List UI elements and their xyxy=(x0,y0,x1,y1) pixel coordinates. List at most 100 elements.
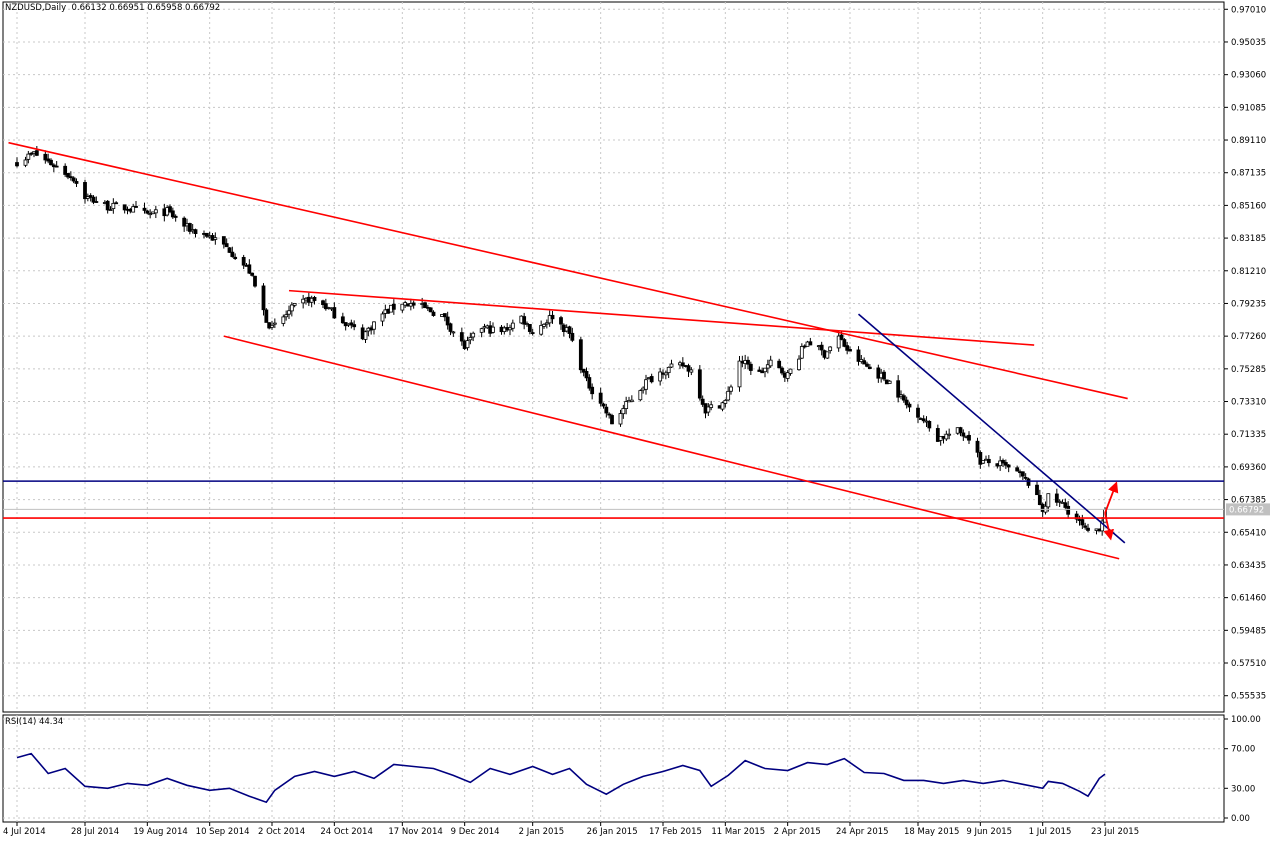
y-tick-label: 0.67385 xyxy=(1231,496,1266,506)
candle xyxy=(856,346,861,366)
candle-body xyxy=(590,386,595,395)
candle xyxy=(54,161,59,168)
candle xyxy=(323,298,328,311)
candle xyxy=(508,324,512,336)
candle xyxy=(785,369,790,382)
candle xyxy=(459,327,464,346)
candle xyxy=(689,367,694,376)
candle xyxy=(604,403,609,418)
candle xyxy=(978,450,983,469)
candle-body xyxy=(74,181,79,184)
candle xyxy=(1100,516,1105,536)
candle-body xyxy=(114,202,119,205)
candle xyxy=(363,330,368,344)
candle-body xyxy=(284,314,289,318)
last-price-tag-label: 0.66792 xyxy=(1229,505,1264,515)
candle xyxy=(1063,498,1068,511)
candle xyxy=(284,310,289,321)
candle xyxy=(272,318,277,329)
candle xyxy=(825,351,830,359)
candle-body xyxy=(193,229,198,235)
candle-body xyxy=(332,307,337,319)
candle xyxy=(445,311,450,330)
candle-body xyxy=(825,351,830,359)
candle-body xyxy=(836,335,841,349)
candle xyxy=(170,207,175,219)
candle xyxy=(111,198,116,214)
candle-body xyxy=(723,400,728,404)
y-tick-label: 0.79235 xyxy=(1231,299,1266,309)
candle-body xyxy=(1015,467,1020,472)
candle xyxy=(253,275,257,288)
candle-body xyxy=(799,346,804,359)
red-trendline xyxy=(288,289,1035,346)
candle-body xyxy=(763,367,767,373)
candle xyxy=(465,336,470,351)
x-tick-label: 18 May 2015 xyxy=(904,827,959,837)
candle xyxy=(43,150,48,164)
candle xyxy=(567,325,572,339)
candle-body xyxy=(510,322,515,329)
candle xyxy=(182,216,187,232)
x-tick-label: 2 Jan 2015 xyxy=(519,827,565,837)
candle xyxy=(1001,458,1005,467)
candle xyxy=(726,386,731,402)
candle-body xyxy=(491,326,495,333)
candle xyxy=(68,171,73,181)
y-tick-label: 0.93060 xyxy=(1231,71,1266,81)
candle-body xyxy=(108,209,113,211)
candle-body xyxy=(29,152,34,155)
candle xyxy=(587,374,592,391)
candle-body xyxy=(1100,520,1105,532)
candle xyxy=(527,323,532,335)
candle-body xyxy=(697,369,702,399)
candle xyxy=(601,402,606,409)
candle xyxy=(1066,501,1071,519)
candle xyxy=(618,409,623,427)
y-tick-label: 0.61460 xyxy=(1231,594,1266,604)
candle xyxy=(168,204,172,214)
candle-body xyxy=(547,315,552,324)
candle xyxy=(865,361,869,368)
candle-body xyxy=(1046,493,1051,508)
candle-body xyxy=(921,418,926,422)
candle xyxy=(471,331,476,342)
candle-body xyxy=(68,176,73,179)
arrow-down xyxy=(1103,512,1114,541)
candle-body xyxy=(289,304,294,312)
candle xyxy=(958,426,963,437)
x-tick-label: 26 Jan 2015 xyxy=(587,827,638,837)
x-tick-label: 28 Jul 2014 xyxy=(71,827,119,837)
candle xyxy=(510,319,515,332)
candle-body xyxy=(618,413,623,425)
candle-body xyxy=(578,339,583,371)
candle-body xyxy=(230,251,235,257)
candle-body xyxy=(1074,513,1079,520)
candle xyxy=(921,415,926,424)
candle-body xyxy=(1083,525,1088,528)
candle-body xyxy=(363,331,368,340)
blue-trendline xyxy=(857,313,1126,544)
candle xyxy=(1083,522,1088,530)
y-tick-label: 0.57510 xyxy=(1231,659,1266,669)
y-tick-label: 0.63435 xyxy=(1231,561,1266,571)
candle-body xyxy=(944,433,949,440)
candle xyxy=(233,253,238,261)
candle-body xyxy=(607,413,612,416)
candle xyxy=(145,209,150,215)
candle-body xyxy=(83,182,87,200)
candle xyxy=(975,437,980,458)
candle xyxy=(797,355,801,371)
y-tick-label: 0.77260 xyxy=(1231,332,1266,342)
candle xyxy=(845,341,850,355)
candle xyxy=(709,400,714,411)
candle-body xyxy=(706,406,711,413)
candle-body xyxy=(1006,464,1011,468)
candle-body xyxy=(867,366,872,370)
candle-body xyxy=(768,359,773,367)
candle-body xyxy=(465,340,470,349)
candle xyxy=(819,341,824,356)
candle-body xyxy=(663,372,668,376)
candle xyxy=(644,374,648,395)
candle-body xyxy=(153,209,158,214)
